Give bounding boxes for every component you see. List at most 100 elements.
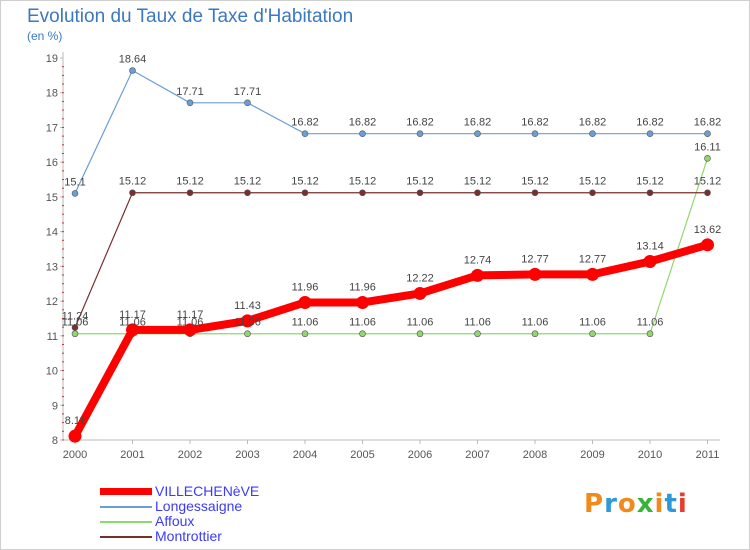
data-point-villechenave bbox=[586, 267, 599, 281]
data-point-longessaigne bbox=[71, 190, 79, 197]
data-point-villechenave bbox=[471, 268, 484, 282]
data-label-affoux: 11.06 bbox=[464, 317, 491, 329]
series-line-affoux bbox=[74, 157, 709, 335]
data-label-villechenave: 11.17 bbox=[177, 309, 204, 321]
data-point-villechenave bbox=[126, 323, 139, 337]
y-tick-label: 15 bbox=[46, 192, 58, 204]
data-label-villechenave: 12.22 bbox=[406, 272, 434, 284]
y-tick-label: 14 bbox=[46, 227, 58, 239]
logo-letter: i bbox=[654, 489, 665, 519]
data-label-affoux: 11.06 bbox=[62, 317, 89, 329]
y-tick-label: 11 bbox=[47, 331, 58, 343]
legend-swatch-longessaigne bbox=[100, 506, 152, 508]
data-point-montrottier bbox=[416, 189, 424, 197]
data-point-villechenave bbox=[298, 295, 312, 309]
data-label-villechenave: 11.43 bbox=[234, 300, 261, 312]
data-label-villechenave: 12.77 bbox=[579, 253, 607, 265]
data-point-villechenave bbox=[413, 286, 427, 300]
y-tick-label: 16 bbox=[46, 157, 58, 169]
series-line-longessaigne bbox=[74, 69, 709, 195]
data-label-montrottier: 15.12 bbox=[406, 176, 434, 188]
y-tick-label: 10 bbox=[46, 366, 58, 378]
data-point-villechenave bbox=[241, 314, 254, 328]
y-tick-label: 19 bbox=[46, 53, 58, 65]
data-label-affoux: 11.06 bbox=[177, 317, 204, 329]
data-point-villechenave bbox=[643, 255, 657, 269]
data-label-affoux: 11.06 bbox=[234, 317, 261, 329]
logo-letter: x bbox=[636, 489, 655, 519]
data-point-montrottier bbox=[531, 189, 539, 197]
y-tick-label: 8 bbox=[52, 435, 58, 447]
x-tick-label: 2005 bbox=[350, 449, 374, 461]
data-label-villechenave: 13.62 bbox=[694, 224, 722, 236]
data-label-montrottier: 15.12 bbox=[521, 176, 549, 188]
data-point-affoux bbox=[646, 330, 654, 338]
y-tick-label: 9 bbox=[52, 400, 58, 412]
data-label-montrottier: 11.24 bbox=[62, 310, 89, 322]
data-point-affoux bbox=[301, 330, 309, 338]
legend-swatch-affoux bbox=[100, 521, 152, 523]
data-label-villechenave: 12.74 bbox=[464, 254, 492, 266]
data-label-longessaigne: 17.71 bbox=[176, 86, 204, 98]
x-tick-label: 2008 bbox=[523, 449, 547, 461]
x-tick-label: 2010 bbox=[638, 449, 662, 461]
x-tick-label: 2007 bbox=[465, 449, 489, 461]
data-label-affoux: 11.06 bbox=[579, 317, 606, 329]
data-label-montrottier: 15.12 bbox=[119, 176, 147, 188]
legend-swatch-montrottier bbox=[100, 536, 152, 538]
data-label-longessaigne: 16.82 bbox=[521, 117, 549, 129]
data-point-villechenave bbox=[528, 267, 542, 281]
x-tick-label: 2003 bbox=[235, 449, 259, 461]
data-label-montrottier: 15.12 bbox=[464, 176, 492, 188]
data-label-longessaigne: 16.82 bbox=[291, 117, 319, 129]
data-point-montrottier bbox=[301, 189, 309, 197]
logo-letter: P bbox=[584, 489, 605, 519]
logo-letter: i bbox=[677, 489, 688, 519]
data-point-montrottier bbox=[704, 189, 711, 197]
data-label-montrottier: 15.12 bbox=[291, 176, 319, 188]
data-label-villechenave: 8.11 bbox=[65, 415, 86, 427]
data-label-villechenave: 11.96 bbox=[292, 281, 319, 293]
data-label-affoux: 11.06 bbox=[637, 317, 664, 329]
data-point-montrottier bbox=[589, 189, 596, 197]
data-label-longessaigne: 15.1 bbox=[64, 176, 85, 188]
data-point-montrottier bbox=[129, 189, 136, 197]
data-point-villechenave bbox=[701, 238, 714, 252]
data-label-longessaigne: 16.82 bbox=[636, 117, 664, 129]
data-label-affoux: 11.06 bbox=[349, 317, 376, 329]
logo-letter: r bbox=[604, 489, 618, 519]
series-line-villechenave bbox=[71, 240, 712, 441]
data-point-longessaigne bbox=[416, 130, 424, 138]
legend-label-villechenave: VILLECHENèVE bbox=[155, 483, 260, 499]
data-label-montrottier: 15.12 bbox=[694, 176, 722, 188]
data-label-longessaigne: 16.82 bbox=[349, 117, 377, 129]
data-point-montrottier bbox=[186, 189, 194, 197]
legend-label-affoux: Affoux bbox=[155, 513, 195, 529]
proxiti-logo: Proxiti bbox=[584, 489, 688, 519]
data-point-affoux bbox=[531, 330, 539, 338]
data-label-montrottier: 15.12 bbox=[579, 176, 607, 188]
data-point-villechenave bbox=[68, 429, 82, 443]
legend-label-montrottier: Montrottier bbox=[155, 528, 222, 544]
chart-subtitle: (en %) bbox=[27, 29, 63, 43]
data-label-villechenave: 13.14 bbox=[636, 241, 664, 253]
y-tick-label: 12 bbox=[46, 296, 58, 308]
y-tick-label: 17 bbox=[46, 122, 58, 134]
data-label-longessaigne: 16.82 bbox=[464, 117, 492, 129]
data-label-villechenave: 11.96 bbox=[349, 281, 376, 293]
data-label-longessaigne: 17.71 bbox=[234, 86, 262, 98]
data-point-longessaigne bbox=[244, 99, 251, 107]
data-label-longessaigne: 16.82 bbox=[579, 117, 607, 129]
data-point-longessaigne bbox=[186, 99, 194, 107]
data-point-montrottier bbox=[244, 189, 251, 197]
x-tick-label: 2002 bbox=[178, 449, 202, 461]
data-point-montrottier bbox=[474, 189, 481, 197]
x-tick-label: 2011 bbox=[696, 449, 720, 461]
x-tick-label: 2004 bbox=[293, 449, 317, 461]
data-point-montrottier bbox=[71, 324, 79, 331]
data-label-villechenave: 11.17 bbox=[119, 309, 146, 321]
data-point-affoux bbox=[704, 155, 711, 162]
data-point-affoux bbox=[71, 330, 79, 338]
data-point-longessaigne bbox=[129, 67, 136, 74]
